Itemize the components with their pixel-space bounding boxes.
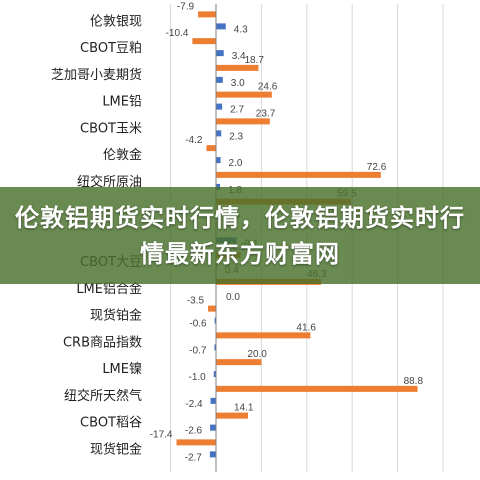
value-label-blue: -2.7 — [185, 452, 203, 463]
category-label: CBOT玉米 — [80, 121, 142, 136]
bar-orange — [216, 359, 262, 366]
category-label: 纽交所天然气 — [64, 388, 142, 404]
bar-blue — [214, 317, 216, 324]
category-label: 芝加哥小麦期货 — [51, 67, 142, 83]
value-label-orange: 18.7 — [244, 55, 264, 66]
value-label-orange: 23.7 — [256, 108, 276, 119]
bar-orange — [216, 118, 270, 125]
bar-orange — [192, 38, 216, 45]
value-label-blue: -0.7 — [189, 345, 207, 356]
bar-blue — [210, 424, 216, 431]
bar-orange — [216, 64, 259, 71]
category-label: 现货钯金 — [90, 441, 142, 457]
bar-orange — [198, 11, 216, 18]
watermark-banner: 伦敦铝期货实时行情，伦敦铝期货实时行情最新东方财富网 — [0, 187, 480, 284]
value-label-blue: 4.3 — [234, 24, 248, 35]
value-label-orange: 41.6 — [296, 322, 316, 333]
value-label-orange: 14.1 — [234, 403, 254, 414]
category-label: LME镍 — [102, 362, 142, 377]
value-label-blue: -2.4 — [185, 399, 203, 410]
bar-blue — [216, 130, 222, 137]
value-label-blue: -1.0 — [188, 372, 206, 383]
value-label-blue: 0.0 — [226, 292, 240, 303]
category-label: CBOT稻谷 — [80, 416, 142, 431]
value-label-orange: 72.6 — [367, 162, 387, 173]
value-label-orange: 24.6 — [258, 82, 278, 93]
bar-orange — [208, 305, 216, 312]
bar-blue — [216, 183, 221, 190]
category-label: LME铝合金 — [76, 281, 142, 297]
bar-orange — [176, 439, 216, 446]
bar-blue — [209, 451, 216, 458]
value-label-orange: -10.4 — [166, 28, 189, 39]
category-label: 伦敦银现 — [90, 13, 142, 29]
bar-blue — [216, 76, 223, 83]
value-label-orange: -17.4 — [150, 429, 173, 440]
bar-orange — [216, 332, 311, 339]
bar-orange — [216, 171, 381, 178]
category-label: 伦敦金 — [103, 147, 142, 163]
bar-blue — [214, 344, 216, 351]
bar-orange — [216, 91, 272, 98]
value-label-blue: 2.7 — [230, 105, 244, 116]
bar-blue — [216, 50, 224, 57]
bar-blue — [210, 397, 216, 404]
bar-blue — [216, 157, 221, 164]
category-label: 现货铂金 — [90, 308, 142, 324]
value-label-blue: -0.6 — [189, 319, 207, 330]
value-label-blue: -2.6 — [185, 426, 203, 437]
value-label-orange: 88.8 — [404, 376, 424, 387]
bar-blue — [213, 371, 216, 378]
value-label-blue: 3.0 — [231, 78, 245, 89]
value-label-orange: -3.5 — [187, 296, 205, 307]
bar-orange — [216, 385, 418, 392]
category-label: 纽交所原油 — [77, 174, 142, 190]
value-label-blue: 2.0 — [229, 158, 243, 169]
bar-blue — [216, 23, 226, 30]
bar-orange — [206, 145, 216, 152]
bar-orange — [216, 412, 249, 419]
banner-title: 伦敦铝期货实时行情，伦敦铝期货实时行情最新东方财富网 — [15, 203, 465, 268]
category-label: CBOT豆粕 — [80, 41, 142, 56]
category-label: LME铅 — [102, 95, 142, 110]
bar-blue — [216, 103, 223, 110]
value-label-blue: 3.4 — [232, 51, 246, 62]
category-label: CRB商品指数 — [63, 335, 142, 350]
value-label-orange: -7.9 — [177, 1, 195, 12]
value-label-orange: 20.0 — [247, 349, 267, 360]
value-label-blue: 2.3 — [229, 131, 243, 142]
value-label-orange: -4.2 — [185, 135, 203, 146]
